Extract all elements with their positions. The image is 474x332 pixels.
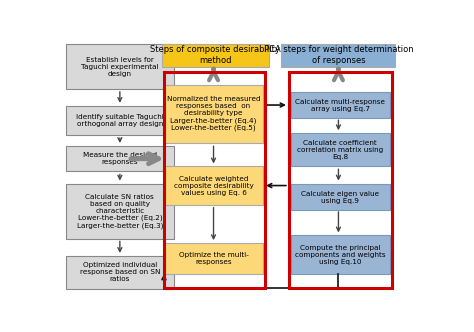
Text: Measure the desired
responses: Measure the desired responses bbox=[83, 152, 157, 165]
FancyBboxPatch shape bbox=[164, 85, 263, 143]
Text: Calculate coefficient
correlation matrix using
Eq.8: Calculate coefficient correlation matrix… bbox=[297, 140, 383, 160]
Text: Optimize the multi-
responses: Optimize the multi- responses bbox=[179, 252, 248, 265]
Text: Calculate multi-response
array using Eq.7: Calculate multi-response array using Eq.… bbox=[295, 99, 385, 112]
FancyBboxPatch shape bbox=[291, 184, 390, 210]
FancyBboxPatch shape bbox=[162, 44, 269, 67]
FancyBboxPatch shape bbox=[282, 44, 395, 67]
FancyBboxPatch shape bbox=[291, 92, 390, 119]
FancyBboxPatch shape bbox=[66, 44, 174, 89]
FancyBboxPatch shape bbox=[164, 166, 263, 205]
Text: Compute the principal
components and weights
using Eq.10: Compute the principal components and wei… bbox=[295, 245, 385, 265]
FancyBboxPatch shape bbox=[66, 146, 174, 172]
Text: Calculate weighted
composite desirability
values using Eq. 6: Calculate weighted composite desirabilit… bbox=[173, 176, 254, 196]
Text: Calculate SN ratios
based on quality
characteristic
Lower-the-better (Eq.2)
Larg: Calculate SN ratios based on quality cha… bbox=[77, 194, 163, 229]
Text: Establish levels for
Taguchi experimental
design: Establish levels for Taguchi experimenta… bbox=[81, 57, 159, 77]
Text: Optimized individual
response based on SN
ratios: Optimized individual response based on S… bbox=[80, 263, 160, 283]
FancyBboxPatch shape bbox=[291, 235, 390, 274]
FancyBboxPatch shape bbox=[66, 106, 174, 135]
Text: Normalized the measured
responses based  on
desirability type
Larger-the-better : Normalized the measured responses based … bbox=[167, 97, 260, 131]
Text: PCA steps for weight determination
of responses: PCA steps for weight determination of re… bbox=[264, 45, 413, 65]
FancyBboxPatch shape bbox=[66, 184, 174, 239]
FancyBboxPatch shape bbox=[291, 133, 390, 166]
Text: Identify suitable Taguchi
orthogonal array design: Identify suitable Taguchi orthogonal arr… bbox=[76, 114, 164, 127]
Text: Steps of composite desirability
method: Steps of composite desirability method bbox=[150, 45, 280, 65]
Text: Calculate eigen value
using Eq.9: Calculate eigen value using Eq.9 bbox=[301, 191, 379, 204]
FancyBboxPatch shape bbox=[66, 256, 174, 289]
FancyBboxPatch shape bbox=[164, 243, 263, 274]
